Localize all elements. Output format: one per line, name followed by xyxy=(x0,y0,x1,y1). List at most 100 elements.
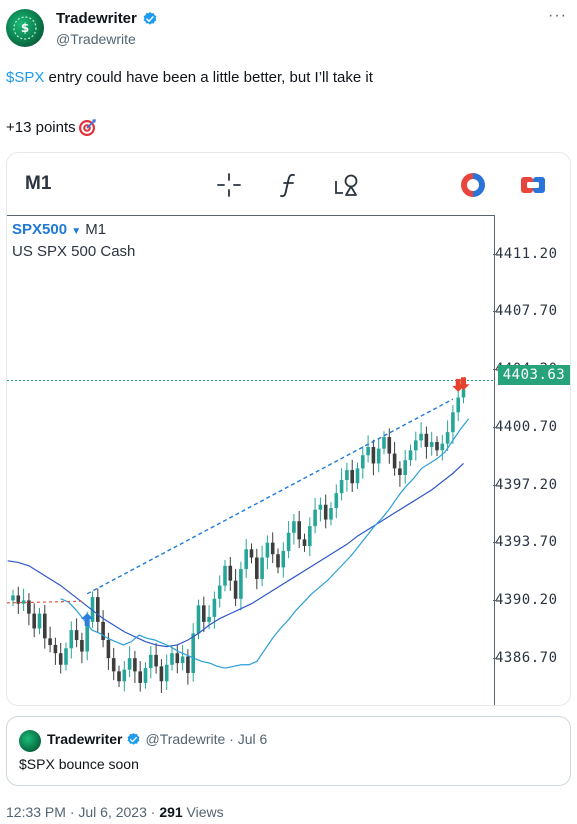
candle-body xyxy=(143,668,148,683)
candle-body xyxy=(281,550,286,568)
candle-body xyxy=(106,640,111,659)
candle-body xyxy=(164,664,169,682)
candle-body xyxy=(323,504,328,520)
candle-body xyxy=(122,669,127,682)
quoted-text: $SPX bounce soon xyxy=(19,756,139,772)
candle-body xyxy=(408,450,413,461)
candle-body xyxy=(11,595,15,601)
candle-body xyxy=(376,448,381,464)
timeframe-button[interactable]: M1 xyxy=(25,173,52,194)
buy-arrow-icon xyxy=(81,612,94,626)
candle-body xyxy=(265,542,270,558)
candle-body xyxy=(371,446,376,464)
candle-body xyxy=(74,630,79,641)
candle-body xyxy=(96,597,100,622)
function-icon[interactable] xyxy=(275,171,303,199)
candle-body xyxy=(286,532,291,551)
tweet-text-line-2: +13 points xyxy=(6,118,96,138)
symbol-label[interactable]: SPX500 ▼ M1 xyxy=(12,221,106,238)
cashtag-link[interactable]: $SPX xyxy=(6,69,45,86)
candle-body xyxy=(170,653,174,665)
candle-body xyxy=(127,658,132,670)
ema-fast-line xyxy=(60,418,470,669)
crosshair-icon[interactable] xyxy=(215,171,243,199)
verified-badge-icon xyxy=(128,732,140,745)
candle-body xyxy=(435,442,439,451)
symbol-dropdown-icon[interactable]: ▼ xyxy=(71,226,82,237)
candle-body xyxy=(249,549,254,558)
author-handle[interactable]: @Tradewrite xyxy=(56,31,136,47)
symbol-description: US SPX 500 Cash xyxy=(12,243,136,260)
candle-body xyxy=(255,557,259,579)
candle-body xyxy=(90,597,95,622)
candle-body xyxy=(117,671,121,682)
candle-body xyxy=(27,600,31,614)
candlestick-chart xyxy=(7,377,494,693)
tweet-text-rest: entry could have been a little better, b… xyxy=(44,69,373,86)
trade-line xyxy=(86,398,454,595)
candle-body xyxy=(339,479,344,494)
candle-body xyxy=(361,455,365,469)
candle-body xyxy=(202,605,206,622)
theme-toggle-icon[interactable] xyxy=(459,171,487,199)
candle-body xyxy=(329,508,333,520)
candle-body xyxy=(133,658,137,672)
price-tick-label: 4386.70 xyxy=(493,649,558,666)
candle-body xyxy=(392,453,397,469)
candle-body xyxy=(382,437,386,449)
candle-body xyxy=(53,644,58,654)
candle-body xyxy=(32,613,36,629)
points-text: +13 points xyxy=(6,119,76,136)
candle-body xyxy=(207,616,211,622)
entry-stub-line xyxy=(7,600,84,604)
direct-hit-target-icon xyxy=(78,119,96,136)
candle-body xyxy=(461,389,466,398)
candle-body xyxy=(451,412,455,433)
candle-body xyxy=(419,433,423,441)
candle-body xyxy=(355,468,360,484)
candle-body xyxy=(111,658,116,672)
views-label: Views xyxy=(182,804,224,820)
symbol-timeframe: M1 xyxy=(85,221,107,238)
quoted-author-name[interactable]: Tradewriter xyxy=(47,731,123,747)
candle-body xyxy=(43,613,47,639)
layout-icon[interactable] xyxy=(519,171,547,199)
more-options-icon[interactable]: ··· xyxy=(548,7,567,24)
candle-body xyxy=(48,638,52,645)
chart-plot-area[interactable] xyxy=(7,215,495,705)
candle-body xyxy=(149,654,153,669)
sell-arrow-icon xyxy=(452,378,465,392)
candle-body xyxy=(302,539,307,546)
current-price-badge: 4403.63 xyxy=(498,365,570,385)
ema-slow-line xyxy=(7,463,464,648)
price-tick-label: 4400.70 xyxy=(493,418,558,435)
candle-body xyxy=(196,605,201,634)
quoted-author-avatar[interactable] xyxy=(19,730,41,752)
price-tick-label: 4393.70 xyxy=(493,534,558,551)
chart-image-card[interactable]: M1 SPX500 ▼ M1 US SPX 500 Cash 4411.20 44… xyxy=(6,152,571,706)
candle-body xyxy=(414,440,418,451)
price-tick-label: 4390.20 xyxy=(493,592,558,609)
author-name[interactable]: Tradewriter xyxy=(56,10,137,27)
quoted-author-row[interactable]: Tradewriter @Tradewrite · Jul 6 xyxy=(47,731,267,747)
candle-body xyxy=(308,526,312,546)
candle-body xyxy=(154,654,158,667)
timestamp[interactable]: 12:33 PM · Jul 6, 2023 · xyxy=(6,804,160,820)
candle-body xyxy=(21,600,26,604)
view-count: 291 xyxy=(159,804,183,820)
price-tick-label: 4407.70 xyxy=(493,303,558,320)
symbol-name[interactable]: SPX500 xyxy=(12,221,68,238)
author-avatar[interactable]: $ xyxy=(6,9,44,47)
candle-body xyxy=(403,460,407,476)
candle-body xyxy=(101,621,105,641)
candle-body xyxy=(228,565,233,581)
candle-body xyxy=(233,580,238,599)
drawing-tools-icon[interactable] xyxy=(333,171,361,199)
author-name-row[interactable]: Tradewriter xyxy=(56,10,158,27)
candle-body xyxy=(16,595,21,604)
tweet-footer: 12:33 PM · Jul 6, 2023 · 291 Views xyxy=(6,804,224,820)
candle-body xyxy=(212,598,217,617)
quoted-tweet-card[interactable]: Tradewriter @Tradewrite · Jul 6 $SPX bou… xyxy=(6,716,571,786)
candle-body xyxy=(239,569,243,599)
candle-body xyxy=(175,653,180,664)
